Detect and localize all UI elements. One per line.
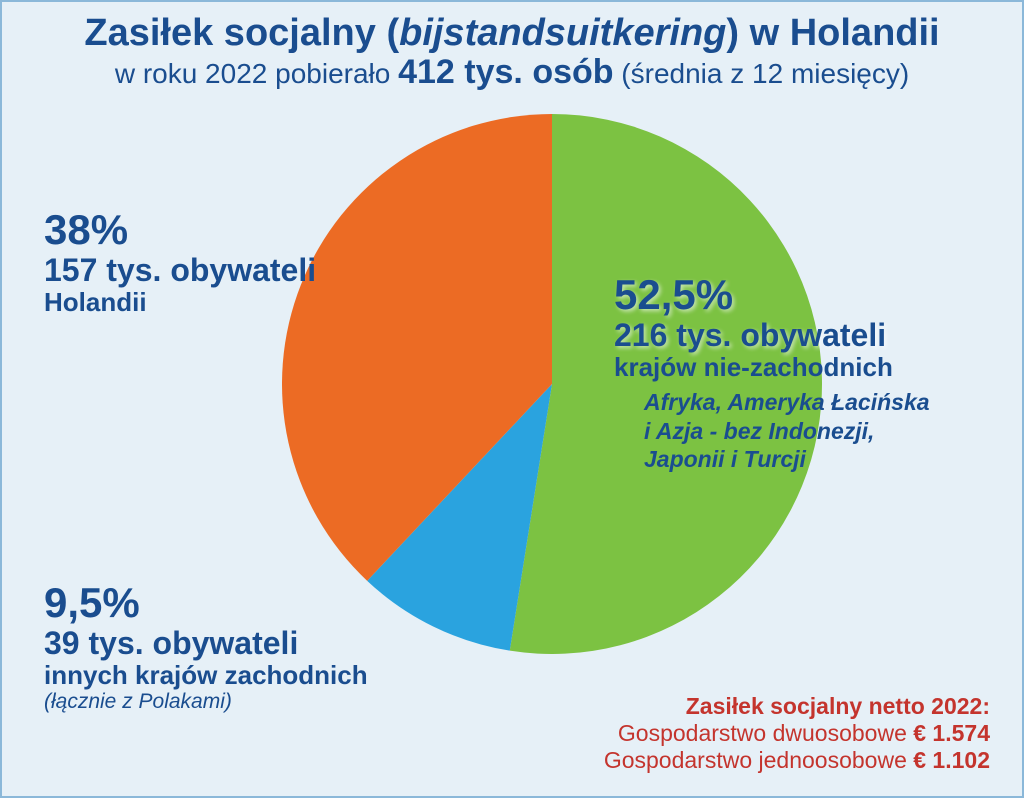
pct-value: 52,5%: [614, 272, 930, 318]
count-value: 216 tys. obywateli: [614, 318, 930, 353]
footer-label: Gospodarstwo jednoosobowe: [604, 747, 913, 773]
slice-label-netherlands: 38% 157 tys. obywateli Holandii: [44, 207, 316, 317]
subtitle-highlight: 412 tys. osób: [398, 53, 613, 91]
subtitle-text: w roku 2022 pobierało: [115, 58, 398, 89]
note-label: Afryka, Ameryka Łacińska: [644, 388, 930, 417]
note-label: (łącznie z Polakami): [44, 690, 368, 713]
title-text: w Holandii: [739, 12, 940, 54]
paren-open: (: [386, 12, 399, 54]
note-label: Japonii i Turcji: [644, 445, 930, 474]
title-line-1: Zasiłek socjalny (bijstandsuitkering) w …: [2, 12, 1022, 55]
footer-label: Gospodarstwo dwuosobowe: [618, 720, 913, 746]
footer-line-1: Gospodarstwo dwuosobowe € 1.574: [604, 720, 990, 747]
paren-close: ): [726, 12, 739, 54]
footer-amount: € 1.574: [913, 720, 990, 746]
sub-label: Holandii: [44, 288, 316, 317]
count-value: 39 tys. obywateli: [44, 626, 368, 661]
footer-line-2: Gospodarstwo jednoosobowe € 1.102: [604, 747, 990, 774]
footer-title: Zasiłek socjalny netto 2022:: [604, 693, 990, 720]
pct-value: 38%: [44, 207, 316, 253]
slice-label-nonwestern: 52,5% 216 tys. obywateli krajów nie-zach…: [614, 272, 930, 474]
slice-label-western: 9,5% 39 tys. obywateli innych krajów zac…: [44, 580, 368, 713]
pct-value: 9,5%: [44, 580, 368, 626]
chart-title: Zasiłek socjalny (bijstandsuitkering) w …: [2, 2, 1022, 92]
subtitle-text: (średnia z 12 miesięcy): [614, 58, 910, 89]
note-label: i Azja - bez Indonezji,: [644, 417, 930, 446]
title-line-2: w roku 2022 pobierało 412 tys. osób (śre…: [2, 53, 1022, 92]
footer-box: Zasiłek socjalny netto 2022: Gospodarstw…: [604, 693, 990, 774]
sub-label: innych krajów zachodnich: [44, 661, 368, 690]
title-foreign-term: bijstandsuitkering: [399, 12, 726, 54]
sub-label: krajów nie-zachodnich: [614, 353, 930, 382]
footer-amount: € 1.102: [913, 747, 990, 773]
count-value: 157 tys. obywateli: [44, 253, 316, 288]
title-text: Zasiłek socjalny: [84, 12, 386, 54]
